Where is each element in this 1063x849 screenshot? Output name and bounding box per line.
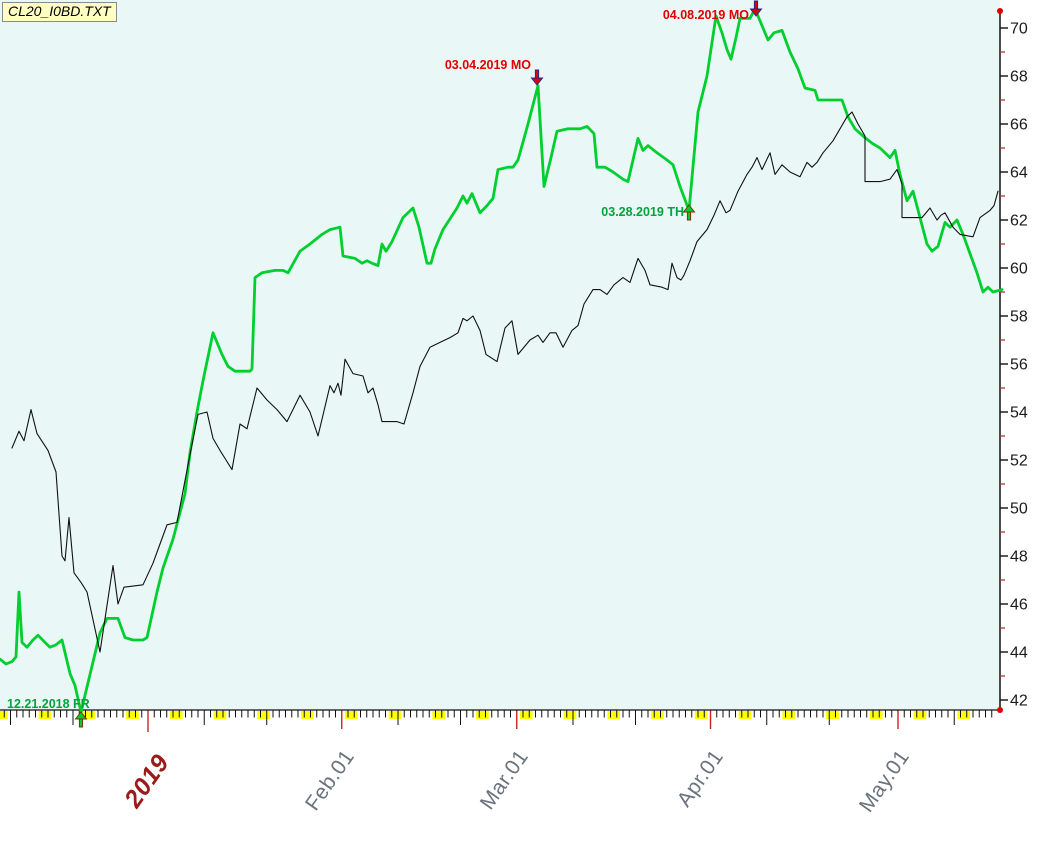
y-axis-label: 42 [1010,693,1028,710]
x-axis-month-label: Mar.01 [476,746,533,814]
buy-arrow-icon[interactable] [686,211,692,221]
y-axis-label: 48 [1010,549,1028,566]
y-axis-label: 56 [1010,357,1028,374]
chart-title-label[interactable]: CL20_I0BD.TXT [2,2,117,22]
y-axis-label: 70 [1010,21,1028,38]
y-axis-top-dot [997,8,1003,14]
sell-arrow-icon[interactable] [749,8,763,17]
x-axis-month-label: Feb.01 [301,746,359,815]
sell-arrow-icon[interactable] [753,0,759,10]
buy-arrow-icon[interactable] [78,718,84,728]
y-axis-label: 64 [1010,165,1028,182]
y-axis-label: 60 [1010,261,1028,278]
y-axis-bottom-dot [997,707,1003,713]
y-axis-label: 62 [1010,213,1028,230]
black-line-series[interactable] [11,111,999,653]
buy-arrow-icon[interactable] [74,711,88,720]
signal-marker-label: 04.08.2019 MO [663,8,749,22]
y-axis-label: 50 [1010,501,1028,518]
y-axis-label: 46 [1010,597,1028,614]
signal-marker-label: 12.21.2018 FR [7,697,90,711]
signal-marker-label: 03.28.2019 TH [601,205,684,219]
x-axis-month-label: May.01 [855,746,914,817]
x-axis-year-label: 2019 [118,749,175,813]
y-axis-label: 68 [1010,69,1028,86]
sell-arrow-icon[interactable] [534,69,540,79]
y-axis-label: 66 [1010,117,1028,134]
green-line-series[interactable] [0,7,1004,714]
y-axis-label: 54 [1010,405,1028,422]
weekend-highlight [0,711,2,719]
x-axis-month-label: Apr.01 [673,746,728,811]
plot-area-background[interactable] [0,0,1000,710]
buy-arrow-icon[interactable] [682,204,696,213]
y-axis-label: 58 [1010,309,1028,326]
signal-marker-label: 03.04.2019 MO [445,58,531,72]
y-axis-label: 44 [1010,645,1028,662]
y-axis-label: 52 [1010,453,1028,470]
sell-arrow-icon[interactable] [530,77,544,86]
